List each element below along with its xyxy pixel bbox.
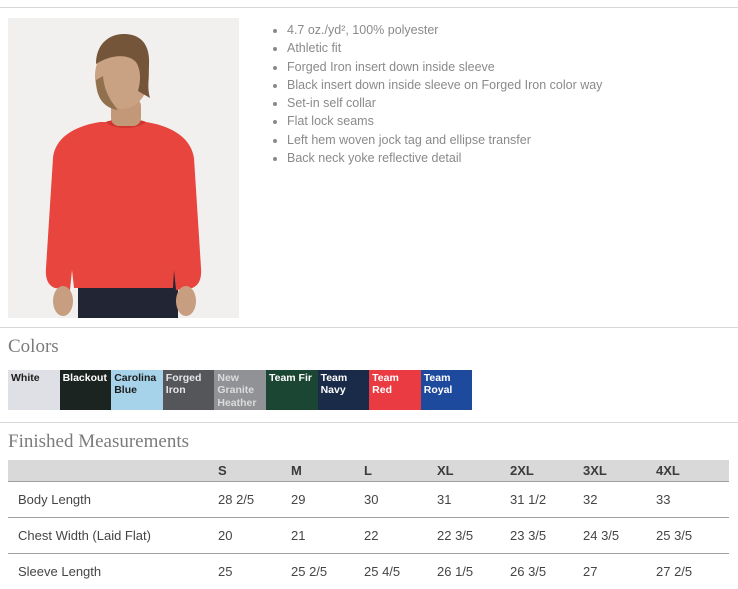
- color-swatch-new-granite-heather[interactable]: New Granite Heather: [214, 369, 266, 410]
- measurement-value: 33: [656, 491, 671, 507]
- size-column-header-m: M: [291, 459, 364, 482]
- measurement-value: 26 1/5: [437, 563, 474, 579]
- size-column-header-s: S: [218, 459, 291, 482]
- product-photo: [8, 18, 239, 318]
- measurement-label-column-header: [8, 459, 218, 482]
- color-swatch-label: Team Red: [372, 371, 399, 397]
- measurement-value: 22: [364, 527, 379, 543]
- measurement-value: 30: [364, 491, 379, 507]
- feature-item: Flat lock seams: [287, 115, 602, 128]
- color-swatch-label: Team Royal: [423, 371, 453, 397]
- measurement-row-label: Chest Width (Laid Flat): [18, 527, 151, 543]
- feature-item: Back neck yoke reflective detail: [287, 152, 602, 165]
- color-swatch-team-royal[interactable]: Team Royal: [420, 369, 473, 410]
- size-column-header-4xl: 4XL: [656, 459, 729, 482]
- measurements-section: Finished Measurements S M L XL 2XL 3XL 4XL Bod…: [0, 431, 738, 589]
- measurements-header-row: S M L XL 2XL 3XL 4XL: [8, 459, 729, 482]
- measurement-value: 32: [583, 491, 598, 507]
- color-swatch-label: Carolina Blue: [114, 371, 157, 397]
- product-section: 4.7 oz./yd², 100% polyester Athletic fit F…: [8, 18, 730, 318]
- color-swatch-label: Forged Iron: [165, 371, 202, 397]
- measurement-value: 21: [291, 527, 306, 543]
- measurement-value: 22 3/5: [437, 527, 474, 543]
- color-swatch-label: Team Fir: [268, 371, 312, 384]
- colors-divider: [0, 327, 738, 328]
- measurement-value: 20: [218, 527, 233, 543]
- measurement-value: 25 3/5: [656, 527, 693, 543]
- measurement-row: Sleeve Length 25 25 2/5 25 4/5 26 1/5 26 3/5 2…: [8, 553, 729, 589]
- color-swatch-label: White: [11, 371, 40, 384]
- colors-heading: Colors: [8, 336, 59, 357]
- colors-section: Colors White Blackout Carolina Blue Forged …: [0, 336, 738, 410]
- color-swatch-list: White Blackout Carolina Blue Forged Iron New…: [8, 369, 730, 410]
- measurement-value: 31 1/2: [510, 491, 547, 507]
- measurement-value: 29: [291, 491, 306, 507]
- size-column-header-2xl: 2XL: [510, 459, 583, 482]
- size-column-header-3xl: 3XL: [583, 459, 656, 482]
- color-swatch-label: New Granite Heather: [217, 371, 257, 409]
- color-swatch-label: Blackout: [62, 371, 107, 384]
- measurement-value: 26 3/5: [510, 563, 547, 579]
- color-swatch-white[interactable]: White: [8, 369, 60, 410]
- measurement-value: 28 2/5: [218, 491, 255, 507]
- color-swatch-blackout[interactable]: Blackout: [59, 369, 112, 410]
- measurement-value: 23 3/5: [510, 527, 547, 543]
- measurements-divider: [0, 421, 738, 423]
- measurements-heading: Finished Measurements: [8, 430, 190, 452]
- feature-item: Black insert down inside sleeve on Forge…: [287, 79, 602, 92]
- measurement-row-label: Body Length: [18, 491, 92, 507]
- color-swatch-carolina-blue[interactable]: Carolina Blue: [111, 369, 163, 410]
- measurement-row-label: Sleeve Length: [18, 563, 102, 579]
- color-swatch-label: Team Navy: [320, 371, 348, 397]
- feature-item: Set-in self collar: [287, 97, 602, 110]
- measurements-table: S M L XL 2XL 3XL 4XL Body Length 28 2/5 29 30 31 31…: [8, 459, 729, 589]
- measurement-value: 25: [218, 563, 233, 579]
- measurement-value: 25 2/5: [291, 563, 328, 579]
- color-swatch-forged-iron[interactable]: Forged Iron: [162, 369, 215, 410]
- measurement-value: 27 2/5: [656, 563, 693, 579]
- measurement-value: 25 4/5: [364, 563, 401, 579]
- feature-item: Left hem woven jock tag and ellipse tran…: [287, 134, 602, 147]
- feature-item: Athletic fit: [287, 42, 602, 55]
- top-divider: [0, 7, 738, 8]
- color-swatch-team-red[interactable]: Team Red: [369, 369, 421, 410]
- measurement-value: 27: [583, 563, 598, 579]
- model-photo-illustration: [8, 18, 239, 318]
- feature-list: 4.7 oz./yd², 100% polyester Athletic fit F…: [239, 24, 602, 170]
- color-swatch-team-navy[interactable]: Team Navy: [317, 369, 370, 410]
- color-swatch-team-fir[interactable]: Team Fir: [265, 369, 318, 410]
- measurement-value: 24 3/5: [583, 527, 620, 543]
- size-column-header-l: L: [364, 459, 437, 482]
- measurement-row: Chest Width (Laid Flat) 20 21 22 22 3/5 23 3/…: [8, 517, 729, 553]
- measurement-row: Body Length 28 2/5 29 30 31 31 1/2 32 33: [8, 481, 729, 517]
- measurement-value: 31: [437, 491, 452, 507]
- feature-item: Forged Iron insert down inside sleeve: [287, 61, 602, 74]
- size-column-header-xl: XL: [437, 459, 510, 482]
- feature-item: 4.7 oz./yd², 100% polyester: [287, 24, 602, 37]
